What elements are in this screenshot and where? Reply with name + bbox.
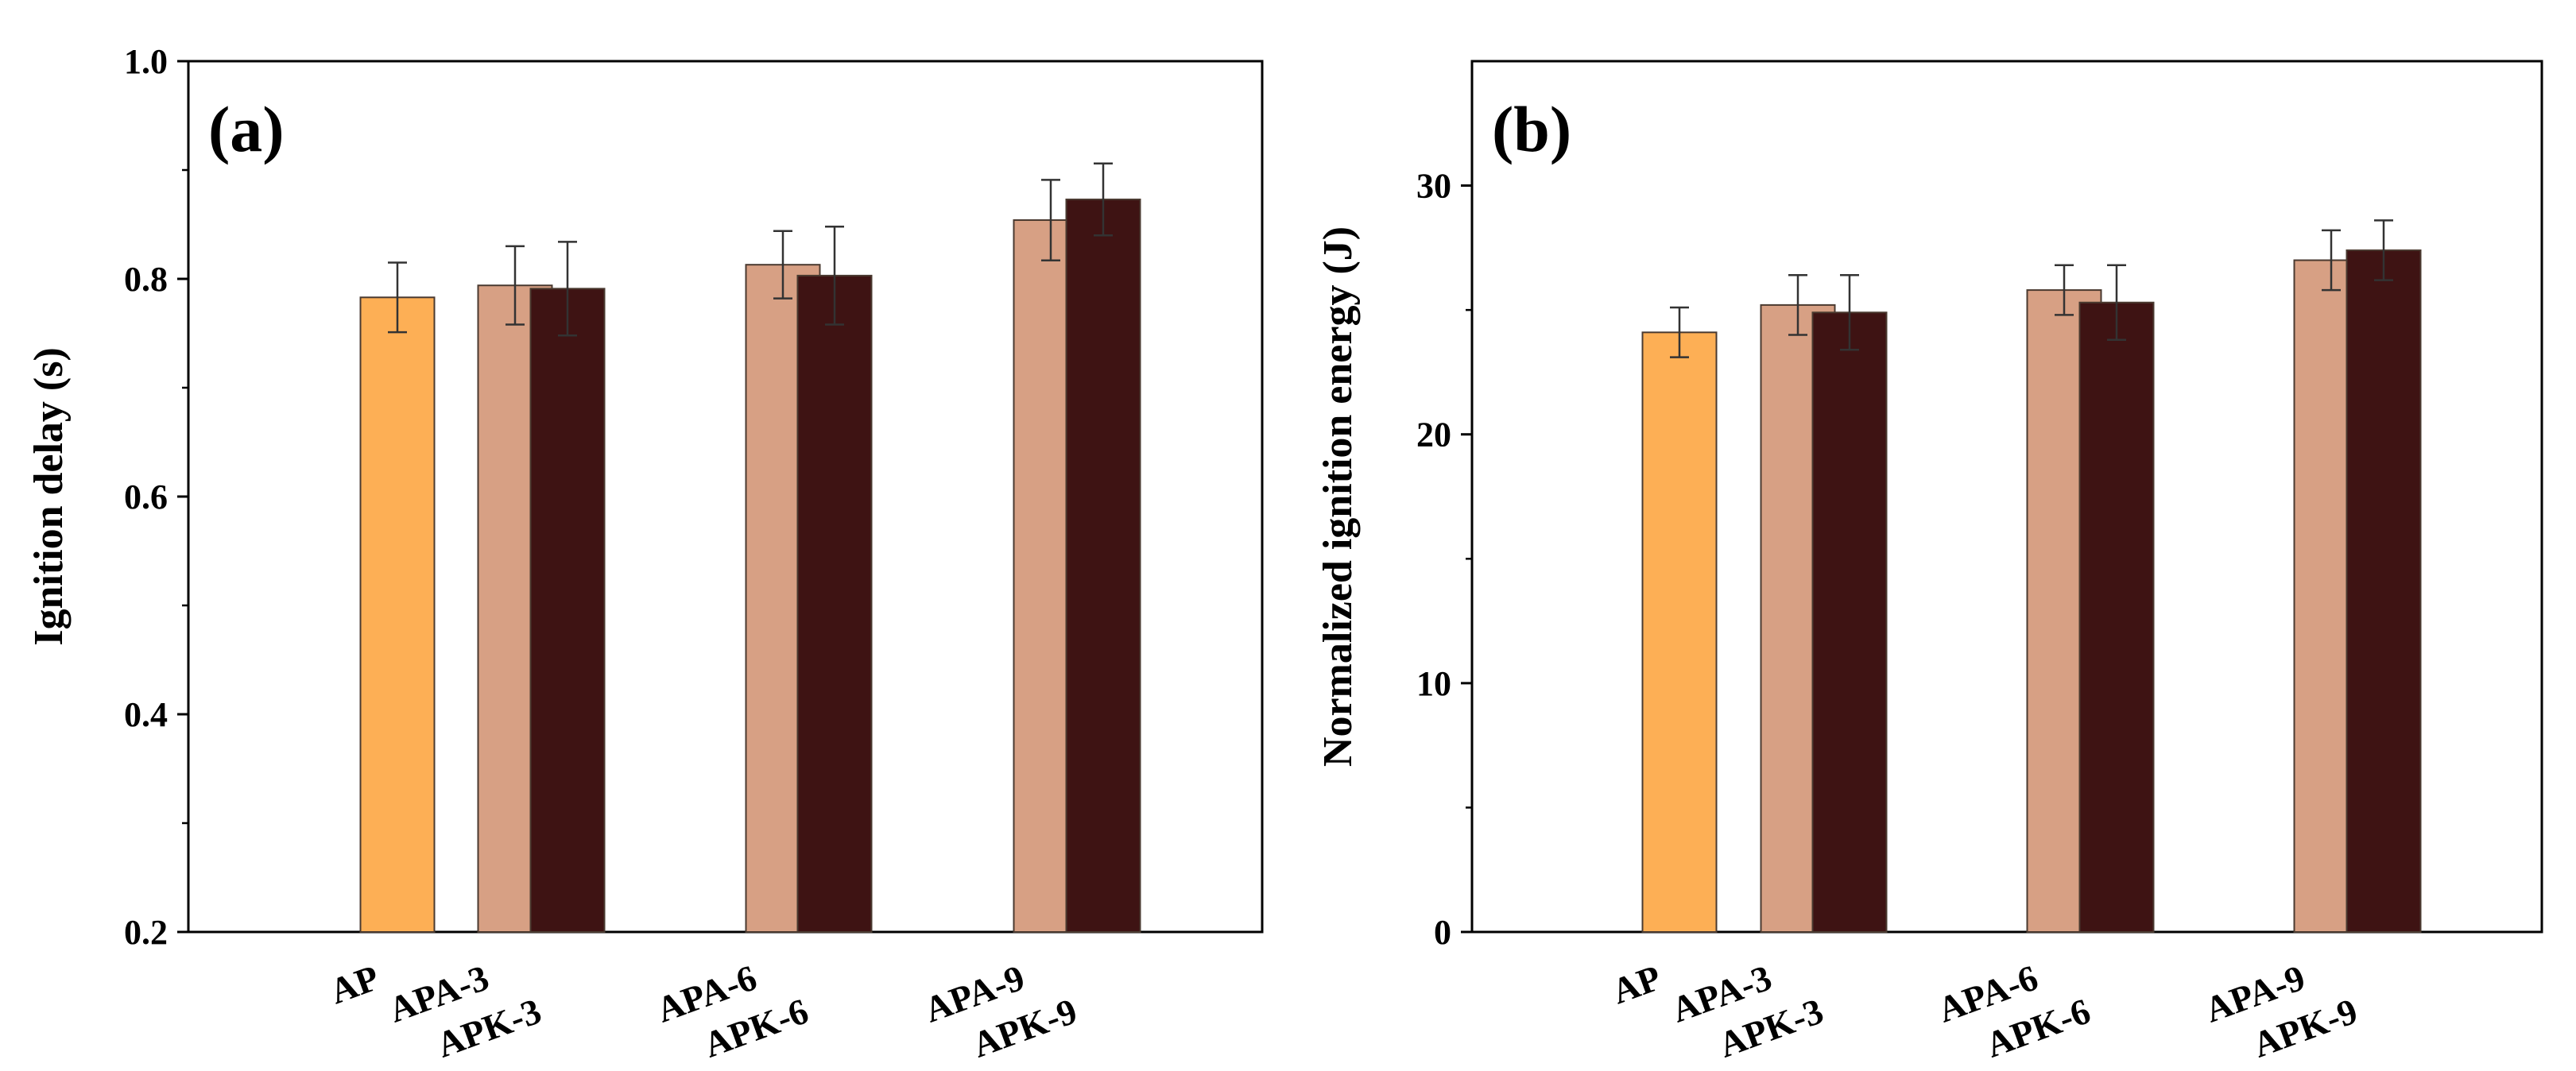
bar-apk-6: [2078, 301, 2155, 933]
bar-apk-6: [796, 274, 873, 933]
y-tick-label: 0: [1434, 913, 1451, 952]
plot-frame: [1470, 60, 2543, 934]
bar-apk-3: [529, 288, 606, 933]
y-tick-label: 0.6: [124, 478, 168, 516]
y-tick-label: 0.4: [124, 695, 168, 734]
bar-apk-9: [1065, 198, 1141, 934]
y-axis-title: Normalized ignition energy (J): [1315, 226, 1361, 767]
bar-apk-3: [1811, 311, 1888, 933]
bar-ap: [359, 296, 436, 934]
bar-ap: [1641, 331, 1718, 933]
x-category-label: AP: [324, 957, 384, 1011]
y-tick-label: 0.8: [124, 260, 168, 299]
y-tick-label: 1.0: [124, 42, 168, 81]
panel-label: (a): [208, 93, 285, 165]
y-axis-title: Ignition delay (s): [26, 347, 72, 646]
y-tick-label: 20: [1416, 416, 1451, 454]
y-tick-label: 0.2: [124, 913, 168, 952]
y-tick-label: 30: [1416, 167, 1451, 206]
y-tick-label: 10: [1416, 664, 1451, 703]
panel-label: (b): [1492, 93, 1571, 165]
x-category-label: AP: [1606, 957, 1666, 1011]
bar-apk-9: [2346, 249, 2422, 933]
